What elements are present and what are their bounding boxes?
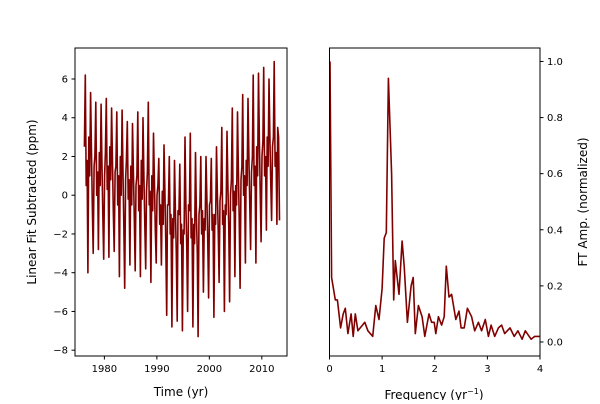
y-tick-label: −4 [53,268,68,279]
y-tick-label: 4 [62,113,68,124]
y-tick-label: −6 [53,307,68,318]
y-tick-label: 0.4 [547,225,563,236]
left-x-axis-label: Time (yr) [153,385,209,399]
y-tick-label: −2 [53,229,68,240]
x-tick-label: 1980 [92,364,117,375]
spectrum-line [329,61,540,340]
y-tick-label: 2 [62,152,68,163]
y-tick-label: 0 [62,191,68,202]
x-tick-label: 2 [432,364,438,375]
y-tick-label: 1.0 [547,57,563,68]
y-tick-label: 0.0 [547,337,563,348]
x-tick-label: 4 [537,364,543,375]
x-tick-label: 2010 [249,364,274,375]
right-axes-spectrum: 0 1 2 3 4 0.0 0.2 0.4 0.6 0.8 1.0 Frequency (yr−1… [326,47,590,402]
time-series-line [83,60,281,338]
left-y-axis-label: Linear Fit Subtracted (ppm) [25,119,39,284]
right-x-axis-label: Frequency (yr−1) [384,387,483,400]
x-tick-label: 1 [379,364,385,375]
y-tick-label: 6 [62,74,68,85]
right-axes-frame [329,47,541,357]
y-tick-label: 0.8 [547,113,563,124]
x-tick-label: 2000 [197,364,222,375]
right-y-axis-label: FT Amp. (normalized) [576,137,590,266]
y-tick-label: 0.2 [547,281,563,292]
y-tick-label: 0.6 [547,169,563,180]
x-tick-label: 3 [484,364,490,375]
x-tick-label: 1990 [144,364,169,375]
x-tick-label: 0 [326,364,332,375]
left-axes-frame [74,47,288,357]
y-tick-label: −8 [53,346,68,357]
